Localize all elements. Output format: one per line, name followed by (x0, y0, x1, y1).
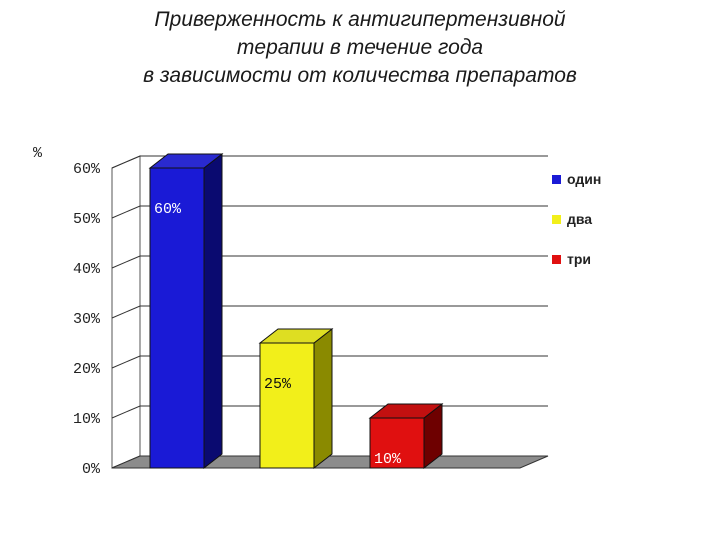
y-axis-label: % (33, 145, 43, 162)
data-label: 60% (154, 201, 182, 218)
y-tick-label: 40% (73, 261, 101, 278)
chart-title-line: терапии в течение года (236, 36, 484, 59)
gridline (111, 355, 548, 369)
y-tick-label: 0% (82, 461, 101, 478)
bar-side (203, 152, 223, 470)
legend-label: три (567, 251, 591, 267)
chart-title: Приверженность к антигипертензивной тера… (80, 6, 640, 90)
legend: один два три (552, 171, 601, 267)
legend-item: три (552, 251, 591, 267)
bar-top (148, 153, 224, 169)
bar-front (369, 417, 425, 469)
legend-label: два (567, 211, 592, 227)
bar-один (148, 152, 224, 470)
bar-два (258, 327, 334, 470)
gridline (111, 305, 548, 319)
bars (148, 152, 444, 470)
gridline (111, 255, 548, 269)
bar-top (368, 403, 444, 419)
bar-front (259, 342, 315, 469)
data-label: 25% (264, 376, 292, 393)
y-tick-label: 60% (73, 161, 101, 178)
legend-item: два (552, 211, 592, 227)
bar-top (258, 328, 334, 344)
legend-item: один (552, 171, 601, 187)
data-labels: 60% 25% 10% (154, 201, 402, 468)
gridline (111, 155, 548, 169)
y-tick-label: 10% (73, 411, 101, 428)
legend-swatch (552, 215, 561, 224)
legend-swatch (552, 255, 561, 264)
data-label: 10% (374, 451, 402, 468)
y-tick-label: 20% (73, 361, 101, 378)
y-tick-label: 30% (73, 311, 101, 328)
legend-label: один (567, 171, 601, 187)
chart-title-line: в зависимости от количества препаратов (143, 64, 577, 87)
y-axis-ticks: 0% 10% 20% 30% 40% 50% 60% (73, 161, 101, 478)
bar-side (313, 327, 333, 470)
bar-три (368, 402, 444, 470)
legend-swatch (552, 175, 561, 184)
gridline (111, 205, 548, 219)
chart-title-line: Приверженность к антигипертензивной (154, 8, 566, 31)
y-tick-label: 50% (73, 211, 101, 228)
